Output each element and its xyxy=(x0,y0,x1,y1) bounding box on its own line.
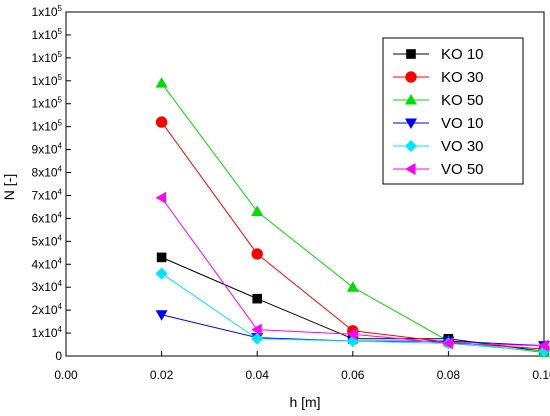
data-point xyxy=(442,337,453,350)
data-point xyxy=(251,332,264,345)
series-layer xyxy=(155,77,550,358)
legend-label: VO 30 xyxy=(441,138,484,155)
y-tick-label: 1x105 xyxy=(32,27,63,42)
legend-marker xyxy=(405,140,417,152)
x-tick-label: 0.10 xyxy=(532,368,550,382)
y-tick-label: 1x105 xyxy=(32,73,63,88)
data-point xyxy=(156,252,167,263)
y-tick-label: 1x105 xyxy=(32,96,63,111)
y-tick-label: 3x104 xyxy=(32,279,63,294)
y-tick-label: 6x104 xyxy=(32,210,63,225)
data-point xyxy=(251,323,262,336)
x-tick-label: 0.08 xyxy=(437,368,461,382)
y-axis-title: N [-] xyxy=(1,174,17,200)
y-tick-label: 0 xyxy=(55,349,62,363)
x-tick-label: 0.06 xyxy=(341,368,365,382)
series-vo-50 xyxy=(155,191,549,352)
data-point xyxy=(252,293,262,304)
y-tick-label: 4x104 xyxy=(32,256,63,271)
legend-item: VO 50 xyxy=(393,161,484,178)
y-tick-label: 1x105 xyxy=(32,50,63,65)
legend-label: VO 10 xyxy=(441,115,484,132)
legend: KO 10 KO 30 KO 50 VO 10 VO 30 VO 50 xyxy=(382,37,524,185)
x-axis-title: h [m] xyxy=(289,394,320,410)
legend-marker xyxy=(406,49,416,59)
data-point xyxy=(346,328,358,341)
data-point xyxy=(538,339,549,352)
y-tick-label: 1x105 xyxy=(32,119,63,134)
legend-item: VO 30 xyxy=(393,138,484,155)
x-axis: 0.00 0.02 0.04 0.06 0.08 0.10 xyxy=(54,351,550,382)
y-tick-label: 7x104 xyxy=(32,187,63,202)
data-point xyxy=(155,77,168,88)
legend-box xyxy=(382,37,524,185)
data-point xyxy=(346,281,359,292)
y-tick-label: 1x105 xyxy=(32,4,63,19)
y-tick-label: 5x104 xyxy=(32,233,63,248)
x-tick-label: 0.02 xyxy=(150,368,174,382)
legend-marker xyxy=(405,94,417,105)
x-tick-label: 0.04 xyxy=(246,368,270,382)
legend-marker xyxy=(405,118,417,129)
legend-item: KO 10 xyxy=(393,46,484,63)
legend-item: VO 10 xyxy=(393,115,484,132)
legend-item: KO 30 xyxy=(393,69,484,86)
legend-marker xyxy=(405,163,416,175)
data-point xyxy=(155,310,168,321)
data-point xyxy=(155,116,168,128)
x-tick-label: 0.00 xyxy=(54,368,78,382)
legend-label: KO 50 xyxy=(441,92,484,109)
legend-label: VO 50 xyxy=(441,161,484,178)
y-tick-label: 9x104 xyxy=(32,142,63,157)
legend-label: KO 10 xyxy=(441,46,484,63)
legend-label: KO 30 xyxy=(441,69,484,86)
y-tick-label: 2x104 xyxy=(32,302,63,317)
legend-item: KO 50 xyxy=(393,92,484,109)
y-tick-label: 1x104 xyxy=(32,325,63,340)
data-point xyxy=(251,248,263,260)
legend-marker xyxy=(405,71,417,83)
y-axis: 0 1x104 2x104 3x104 4x104 5x104 6x104 7x104 8x10… xyxy=(32,4,71,363)
y-tick-label: 8x104 xyxy=(32,165,63,180)
data-point xyxy=(155,267,168,280)
data-point xyxy=(155,191,167,204)
data-point xyxy=(251,205,264,217)
